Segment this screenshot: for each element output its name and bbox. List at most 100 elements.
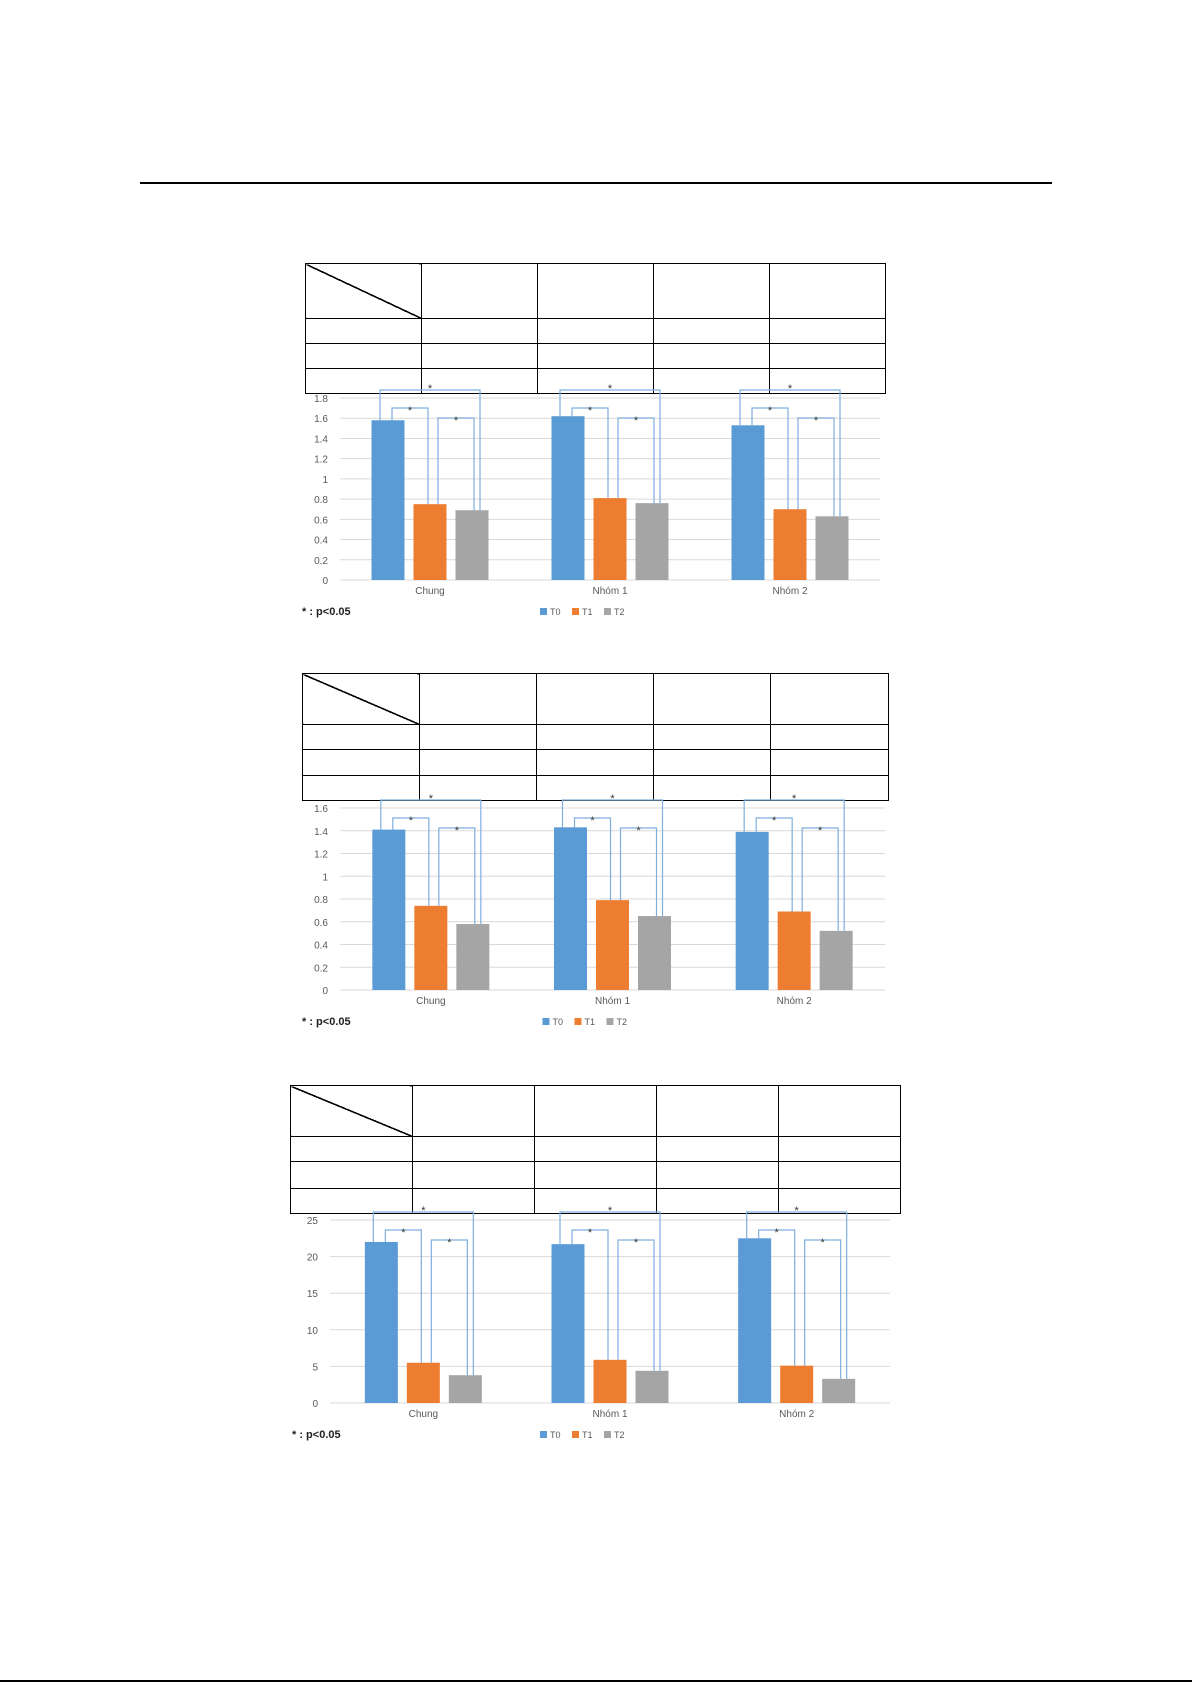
significance-star: * <box>634 415 639 427</box>
bar-t0 <box>551 1244 585 1403</box>
legend-swatch-t1 <box>572 608 579 615</box>
bar-t1 <box>413 504 447 580</box>
y-tick-label: 0.6 <box>314 918 328 929</box>
header-rule <box>140 182 1052 184</box>
significance-bracket <box>801 827 839 931</box>
significance-bracket <box>746 1211 848 1379</box>
significance-bracket <box>437 417 475 511</box>
y-tick-label: 1 <box>322 872 328 883</box>
significance-bracket <box>617 1239 655 1371</box>
legend-swatch-t1 <box>574 1018 582 1025</box>
bar-t2 <box>822 1378 856 1403</box>
significance-bracket <box>755 817 793 912</box>
significance-star: * <box>768 405 773 417</box>
y-tick-label: 1.2 <box>314 455 328 466</box>
bar-t2 <box>448 1375 482 1403</box>
significance-bracket <box>559 1211 661 1371</box>
significance-bracket <box>571 407 609 499</box>
y-tick-label: 0.8 <box>314 495 328 506</box>
significance-star: * <box>818 825 823 837</box>
y-tick-label: 1.2 <box>314 850 328 861</box>
bar-t1 <box>414 905 448 990</box>
legend-label: T2 <box>614 1430 625 1440</box>
bar-t0 <box>554 827 587 990</box>
y-tick-label: 20 <box>307 1253 319 1264</box>
chart-footnote: * : p<0.05 <box>292 1429 341 1441</box>
significance-star: * <box>775 1227 780 1239</box>
bar-t1 <box>773 509 807 580</box>
x-tick-label: Nhóm 2 <box>779 1409 814 1420</box>
significance-star: * <box>401 1227 406 1239</box>
y-tick-label: 0.8 <box>314 895 328 906</box>
y-tick-label: 25 <box>307 1216 319 1227</box>
legend-label: T1 <box>582 1430 593 1440</box>
x-tick-label: Chung <box>415 586 444 597</box>
y-tick-label: 15 <box>307 1289 319 1300</box>
significance-star: * <box>588 405 593 417</box>
significance-bracket <box>438 827 476 925</box>
significance-star: * <box>634 1237 639 1249</box>
y-tick-label: 0.4 <box>314 536 328 547</box>
significance-bracket <box>430 1239 468 1376</box>
bar-t2 <box>635 1370 669 1403</box>
significance-bracket <box>391 407 429 505</box>
bar-t1 <box>593 1359 627 1403</box>
bar-t2 <box>638 916 671 990</box>
significance-bracket <box>561 799 664 917</box>
y-tick-label: 1.4 <box>314 827 328 838</box>
y-tick-label: 0 <box>322 576 328 587</box>
significance-bracket <box>392 817 430 906</box>
significance-star: * <box>608 383 613 395</box>
table-corner-cell <box>302 673 420 725</box>
significance-star: * <box>409 815 414 827</box>
bar-t0 <box>371 420 405 580</box>
significance-star: * <box>408 405 413 417</box>
y-tick-label: 0.2 <box>314 556 328 567</box>
table-corner-cell <box>305 263 422 319</box>
bar-t1 <box>593 498 627 580</box>
legend-label: T0 <box>553 1017 564 1027</box>
x-tick-label: Chung <box>409 1409 438 1420</box>
significance-star: * <box>447 1237 452 1249</box>
significance-bracket <box>379 389 481 511</box>
significance-star: * <box>788 383 793 395</box>
significance-star: * <box>610 793 615 805</box>
significance-star: * <box>814 415 819 427</box>
bar-t0 <box>364 1241 398 1403</box>
significance-bracket <box>804 1239 842 1379</box>
bar-t0 <box>738 1238 772 1403</box>
bar-t1 <box>596 900 629 990</box>
legend-swatch-t0 <box>540 1431 547 1438</box>
x-tick-label: Nhóm 1 <box>592 1409 627 1420</box>
x-tick-label: Nhóm 2 <box>772 586 807 597</box>
significance-star: * <box>421 1205 426 1217</box>
y-tick-label: 5 <box>312 1362 318 1373</box>
footer-rule <box>0 1680 1192 1682</box>
significance-bracket <box>751 407 789 510</box>
significance-star: * <box>455 825 460 837</box>
significance-bracket <box>758 1229 796 1366</box>
legend-swatch-t1 <box>572 1431 579 1438</box>
legend-label: T1 <box>585 1017 596 1027</box>
significance-bracket <box>372 1211 474 1376</box>
x-tick-label: Nhóm 2 <box>777 996 812 1007</box>
significance-star: * <box>454 415 459 427</box>
significance-bracket <box>380 799 482 925</box>
significance-star: * <box>792 793 797 805</box>
significance-star: * <box>608 1205 613 1217</box>
legend-label: T0 <box>550 607 561 617</box>
significance-star: * <box>588 1227 593 1239</box>
legend-label: T2 <box>617 1017 628 1027</box>
y-tick-label: 0.2 <box>314 963 328 974</box>
significance-star: * <box>636 825 641 837</box>
bar-t2 <box>455 510 489 580</box>
significance-bracket <box>384 1229 422 1363</box>
significance-bracket <box>743 799 845 931</box>
x-tick-label: Nhóm 1 <box>595 996 630 1007</box>
legend-swatch-t0 <box>540 608 547 615</box>
data-table-2 <box>302 673 889 801</box>
chart-footnote: * : p<0.05 <box>302 1016 351 1028</box>
significance-star: * <box>428 383 433 395</box>
